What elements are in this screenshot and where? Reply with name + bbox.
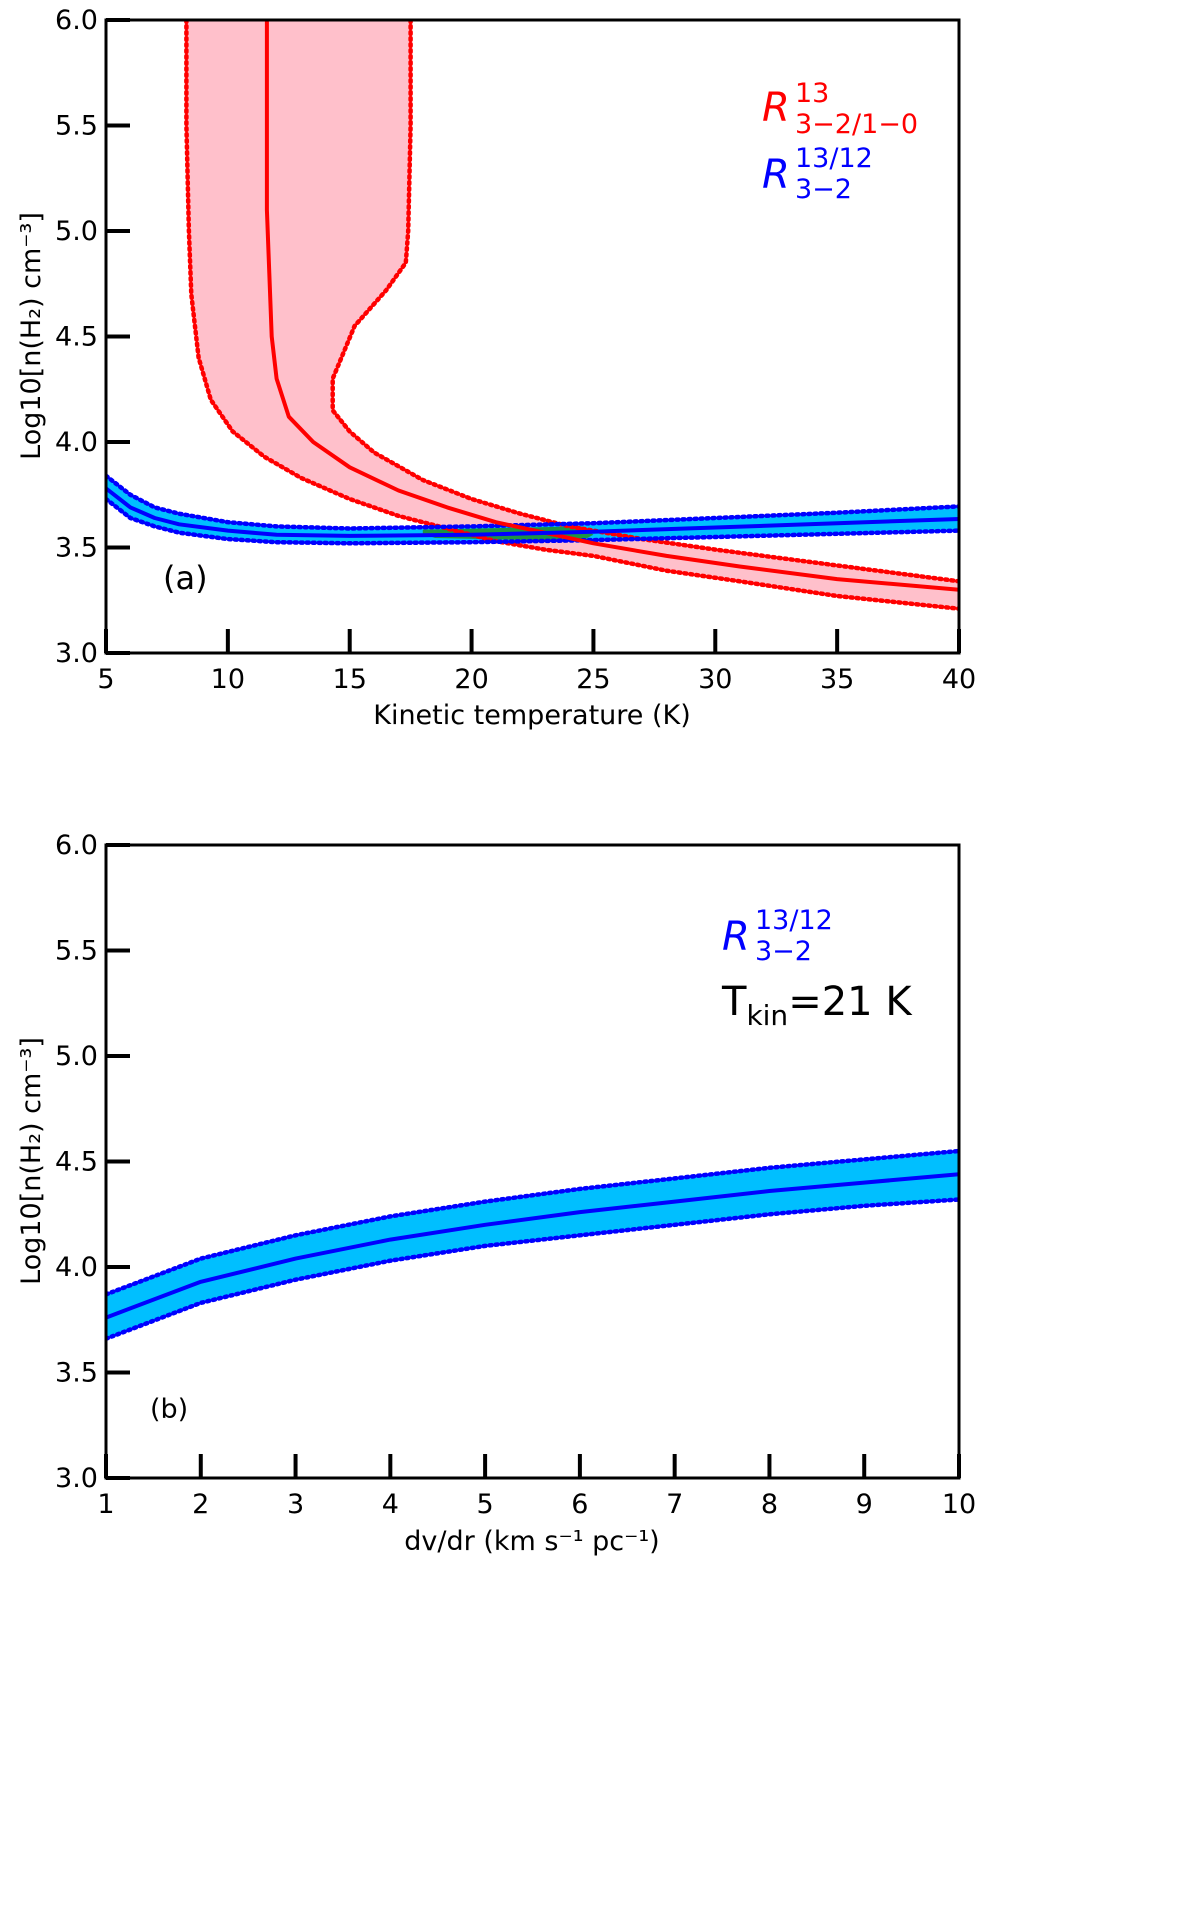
band-edge-r13-12-3-2-upper-bound bbox=[106, 473, 959, 531]
y-tick-label: 6.0 bbox=[55, 830, 98, 861]
y-tick-label: 4.5 bbox=[55, 1147, 98, 1178]
panel-b-xlabel: dv/dr (km s⁻¹ pc⁻¹) bbox=[404, 1526, 659, 1557]
x-tick-label: 7 bbox=[666, 1489, 683, 1520]
legend-b-blue-label: R 13/12 3−2 bbox=[722, 905, 833, 967]
x-tick-label: 4 bbox=[382, 1489, 399, 1520]
y-tick-label: 3.0 bbox=[55, 638, 98, 669]
legend-a-red-label: R 13 3−2/1−0 bbox=[762, 78, 918, 140]
panel-b-lines bbox=[106, 1148, 959, 1341]
y-tick-label: 5.0 bbox=[55, 1041, 98, 1072]
x-tick-label: 2 bbox=[192, 1489, 209, 1520]
panel-a-ticks: 5 10 15 20 25 30 35 40 3.0 3.5 4.0 4.5 5.0 5.5 6.0 bbox=[55, 5, 976, 695]
panel-b-annotation: Tkin=21 K bbox=[721, 979, 913, 1032]
x-tick-label: 30 bbox=[698, 664, 732, 695]
x-tick-label: 9 bbox=[856, 1489, 873, 1520]
x-tick-label: 40 bbox=[942, 664, 976, 695]
x-tick-label: 10 bbox=[211, 664, 245, 695]
panel-b-chart: 1 2 3 4 5 6 7 8 9 10 3.0 3.5 4.0 4.5 5.0 5.5 6.0 (b) dv/… bbox=[16, 830, 976, 1557]
series-line-r13-12-3-2 bbox=[106, 486, 959, 538]
x-tick-label: 8 bbox=[761, 1489, 778, 1520]
y-tick-label: 3.5 bbox=[55, 1358, 98, 1389]
panel-b-label: (b) bbox=[150, 1394, 188, 1425]
x-tick-label: 5 bbox=[477, 1489, 494, 1520]
y-tick-label: 4.0 bbox=[55, 1252, 98, 1283]
legend-a-blue-label: R 13/12 3−2 bbox=[762, 143, 873, 205]
band-edge-r13-3-2-1-0-lower-bound bbox=[184, 20, 959, 611]
band-edge-r13-3-2-1-0-upper-bound bbox=[330, 20, 959, 584]
band-fill-r13-12-3-2 bbox=[106, 1151, 959, 1339]
panel-a-label: (a) bbox=[163, 559, 208, 597]
x-tick-label: 1 bbox=[97, 1489, 114, 1520]
panel-b-bands bbox=[106, 1151, 959, 1339]
band-edge-r13-12-3-2-lower-bound bbox=[106, 1197, 959, 1341]
x-tick-label: 25 bbox=[576, 664, 610, 695]
panel-b-legend: R 13/12 3−2 Tkin=21 K bbox=[721, 905, 913, 1032]
panel-b-ylabel: Log10[n(H₂) cm⁻³] bbox=[16, 1037, 47, 1285]
y-tick-label: 4.5 bbox=[55, 322, 98, 353]
y-tick-label: 5.5 bbox=[55, 111, 98, 142]
band-fill-r13-3-2-1-0 bbox=[186, 20, 959, 609]
y-tick-label: 5.0 bbox=[55, 216, 98, 247]
y-tick-label: 4.0 bbox=[55, 427, 98, 458]
x-tick-label: 6 bbox=[571, 1489, 588, 1520]
panel-a-ylabel: Log10[n(H₂) cm⁻³] bbox=[16, 212, 47, 460]
panel-a-legend: R 13 3−2/1−0 R 13/12 3−2 bbox=[762, 78, 918, 205]
y-tick-label: 5.5 bbox=[55, 936, 98, 967]
series-line-r13-12-3-2 bbox=[106, 1172, 959, 1320]
panel-a-chart: 5 10 15 20 25 30 35 40 3.0 3.5 4.0 4.5 5.0 5.5 6.0 (a)… bbox=[16, 5, 976, 731]
y-tick-label: 3.0 bbox=[55, 1463, 98, 1494]
x-tick-label: 3 bbox=[287, 1489, 304, 1520]
x-tick-label: 15 bbox=[333, 664, 367, 695]
band-edge-r13-12-3-2-upper-bound bbox=[106, 1148, 959, 1297]
panel-a-xlabel: Kinetic temperature (K) bbox=[373, 700, 691, 731]
x-tick-label: 10 bbox=[942, 1489, 976, 1520]
x-tick-label: 20 bbox=[454, 664, 488, 695]
panel-a-lines bbox=[106, 20, 959, 611]
x-tick-label: 5 bbox=[97, 664, 114, 695]
x-tick-label: 35 bbox=[820, 664, 854, 695]
series-line-r13-3-2-1-0 bbox=[264, 20, 959, 592]
y-tick-label: 3.5 bbox=[55, 533, 98, 564]
panel-b-ticks: 1 2 3 4 5 6 7 8 9 10 3.0 3.5 4.0 4.5 5.0 5.5 6.0 bbox=[55, 830, 976, 1520]
band-edge-r13-12-3-2-lower-bound bbox=[106, 496, 959, 546]
y-tick-label: 6.0 bbox=[55, 5, 98, 36]
